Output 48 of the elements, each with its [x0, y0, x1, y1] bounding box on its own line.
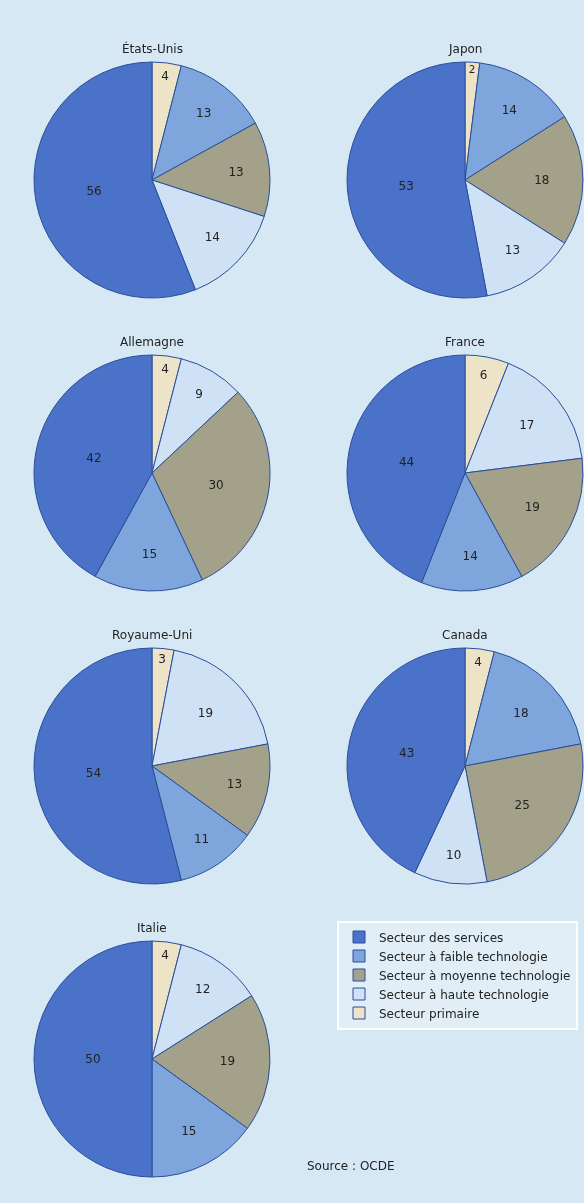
- data-label: 42: [86, 451, 102, 466]
- chart-title: Allemagne: [120, 335, 184, 349]
- data-label: 30: [208, 478, 224, 493]
- data-label: 14: [501, 103, 517, 118]
- data-label: 15: [141, 547, 158, 562]
- data-label: 14: [462, 548, 478, 563]
- data-label: 18: [534, 173, 550, 187]
- data-label: 13: [504, 242, 521, 257]
- data-label: 13: [226, 777, 243, 792]
- data-label: 6: [479, 368, 488, 383]
- data-label: 14: [204, 229, 220, 244]
- data-label: 13: [196, 106, 212, 121]
- data-label: 2: [468, 62, 476, 75]
- chart-title: Canada: [442, 628, 488, 642]
- chart-title: Royaume-Uni: [112, 628, 193, 642]
- data-label: 4: [161, 68, 169, 83]
- legend-label: Secteur à haute technologie: [379, 987, 549, 1002]
- data-label: 25: [514, 797, 530, 812]
- data-label: 4: [161, 361, 169, 376]
- data-label: 44: [398, 454, 415, 469]
- data-label: 10: [446, 848, 462, 863]
- data-label: 15: [181, 1124, 197, 1139]
- data-label: 3: [158, 651, 166, 666]
- data-label: 50: [85, 1052, 101, 1066]
- legend-label: Secteur primaire: [379, 1006, 480, 1021]
- data-label: 43: [399, 745, 415, 760]
- chart-title: États-Unis: [122, 41, 183, 56]
- data-label: 53: [398, 178, 414, 193]
- data-label: 19: [524, 500, 540, 515]
- chart-title: Japon: [448, 42, 483, 56]
- data-label: 19: [197, 705, 214, 720]
- chart-title: Italie: [137, 921, 167, 935]
- legend-label: Secteur à moyenne technologie: [379, 968, 571, 983]
- data-label: 56: [86, 184, 102, 199]
- legend-label: Secteur à faible technologie: [379, 949, 548, 964]
- data-label: 12: [195, 982, 211, 997]
- data-label: 4: [161, 947, 169, 962]
- data-label: 54: [85, 766, 102, 781]
- data-label: 13: [228, 165, 244, 180]
- legend-label: Secteur des services: [379, 930, 504, 945]
- data-label: 9: [195, 386, 203, 401]
- data-label: 18: [513, 706, 529, 721]
- data-label: 4: [474, 654, 482, 669]
- data-label: 11: [193, 831, 210, 846]
- chart-title: France: [445, 335, 485, 349]
- source-note: Source : OCDE: [307, 1159, 395, 1173]
- data-label: 17: [519, 418, 535, 433]
- data-label: 19: [219, 1054, 236, 1069]
